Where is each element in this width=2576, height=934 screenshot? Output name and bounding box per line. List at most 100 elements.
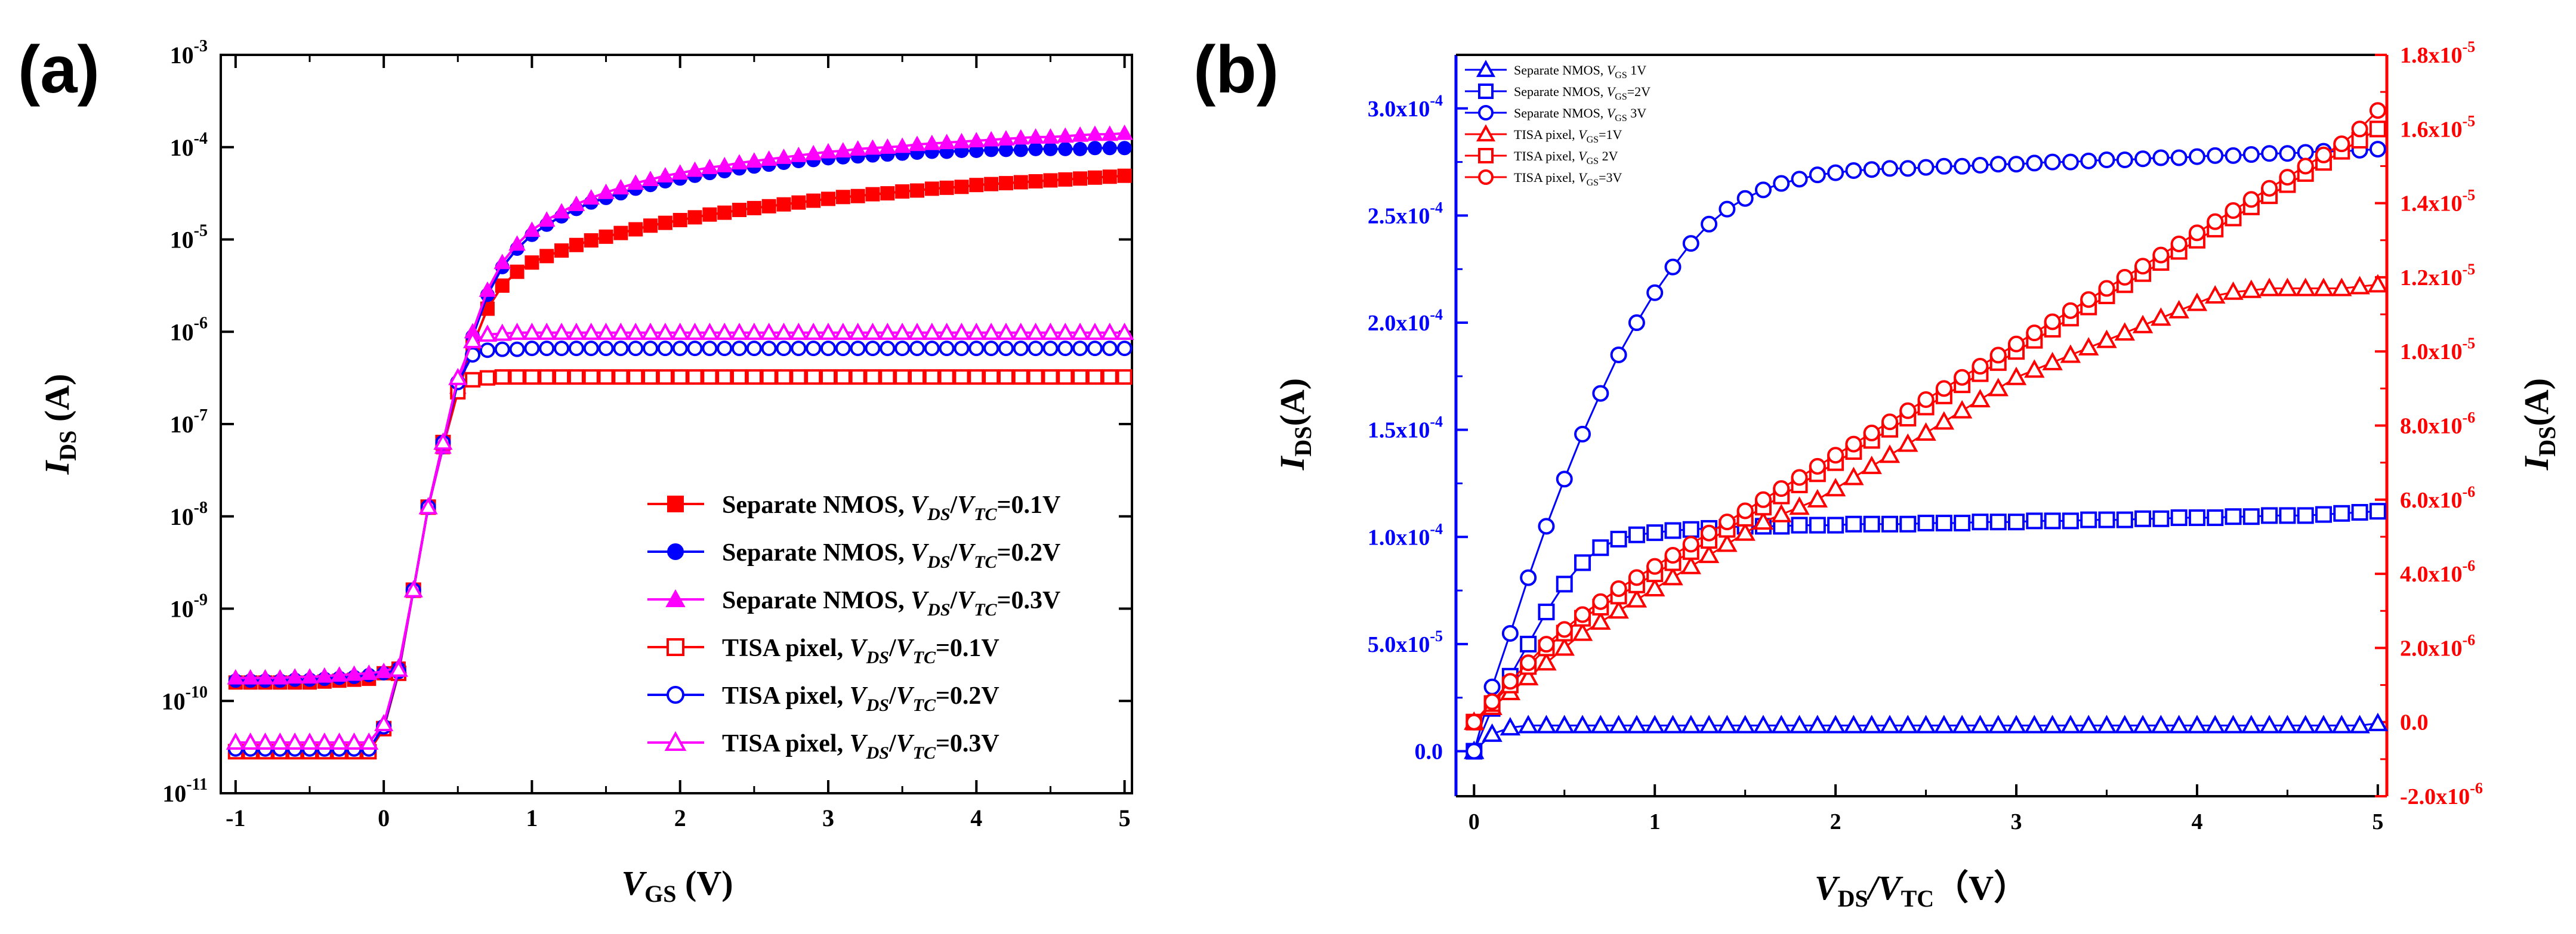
chart-b-point xyxy=(1771,715,1792,734)
chart-a-point xyxy=(643,341,659,357)
chart-a-point xyxy=(967,132,985,148)
chart-a-point xyxy=(539,249,554,264)
chart-b-point xyxy=(1861,715,1882,734)
chart-a-point xyxy=(641,171,659,187)
chart-b-point xyxy=(1935,157,1952,175)
chart-b-point xyxy=(2242,508,2260,525)
chart-b-point xyxy=(1845,515,1862,533)
chart-a-point xyxy=(907,323,927,340)
chart-a-point xyxy=(1117,141,1132,156)
chart-b-point xyxy=(1698,545,1720,564)
chart-a-point xyxy=(524,341,540,357)
chart-a-point xyxy=(1101,125,1119,141)
chart-a-point xyxy=(670,323,690,340)
chart-b-point xyxy=(2008,156,2025,173)
chart-a-point xyxy=(774,323,794,340)
chart-a-point xyxy=(745,152,763,168)
chart-a-point xyxy=(893,323,912,340)
chart-a-point xyxy=(789,323,809,340)
chart-b-point xyxy=(1954,369,1971,386)
chart-b-point xyxy=(1791,517,1808,534)
chart-a-legend-label: TISA pixel, VDS/VTC=0.3V xyxy=(722,730,999,763)
chart-b-xlabel-tail: （V） xyxy=(1934,868,2028,907)
chart-a-point xyxy=(954,180,969,194)
chart-a-point xyxy=(1043,173,1058,188)
chart-b-series-6 xyxy=(1466,102,2386,731)
chart-b-point xyxy=(1915,715,1936,734)
chart-a-point xyxy=(1102,141,1117,156)
chart-a-point xyxy=(835,341,851,357)
chart-b-point xyxy=(1500,717,1521,736)
chart-b-point xyxy=(1646,524,1664,542)
chart-a-point xyxy=(465,372,481,388)
chart-b-legend-label: TISA pixel, VGS=3V xyxy=(1514,170,1622,188)
chart-a-point xyxy=(554,369,570,385)
chart-a-ylabel-sub: DS xyxy=(54,431,81,461)
chart-a-point xyxy=(909,341,925,357)
chart-b-point xyxy=(1572,622,1593,641)
chart-a-point xyxy=(1028,369,1044,385)
chart-a-point xyxy=(1070,323,1090,340)
chart-a-point xyxy=(1013,175,1028,190)
panel-a-label: (a) xyxy=(18,32,100,107)
chart-a-point xyxy=(938,134,955,150)
chart-a-xtick-label: 0 xyxy=(378,805,390,831)
chart-a-point xyxy=(494,341,510,357)
chart-a-point xyxy=(1057,341,1073,357)
chart-a-point xyxy=(672,213,687,228)
chart-b-point xyxy=(2024,359,2045,378)
chart-a-point xyxy=(567,195,585,211)
chart-a-point xyxy=(300,732,320,750)
chart-a-point xyxy=(613,225,628,240)
chart-a-point xyxy=(791,369,807,385)
chart-b-point xyxy=(2333,135,2350,153)
chart-b-point xyxy=(2098,151,2115,169)
chart-a-point xyxy=(791,195,806,210)
chart-a-point xyxy=(510,264,525,279)
chart-b-point xyxy=(2006,366,2027,385)
chart-b-ytick-right-label: 1.8x10-5 xyxy=(2400,38,2475,68)
chart-b-point xyxy=(1483,693,1501,710)
chart-b-point xyxy=(1898,715,1918,734)
chart-b-point xyxy=(1682,521,1699,538)
chart-a-point xyxy=(953,132,970,149)
chart-b-point xyxy=(1646,558,1664,575)
chart-a-point xyxy=(479,281,496,297)
chart-b-point xyxy=(2044,153,2061,171)
chart-b-legend-label: Separate NMOS, VGS 1V xyxy=(1514,63,1646,81)
chart-a-point xyxy=(908,135,926,151)
chart-b-xlabel-sub2: TC xyxy=(1901,885,1935,912)
chart-a-point xyxy=(791,341,807,357)
chart-a-point xyxy=(818,323,838,340)
chart-a-point xyxy=(1102,369,1118,385)
chart-b-point xyxy=(1610,346,1627,363)
chart-a-point xyxy=(316,667,334,683)
chart-a-point xyxy=(1102,169,1117,184)
chart-a-point xyxy=(628,341,644,357)
chart-a-point xyxy=(789,146,807,162)
chart-b-point xyxy=(2132,715,2154,734)
chart-a-series-3 xyxy=(227,124,1133,685)
chart-b-point xyxy=(1536,652,1557,671)
chart-a-point xyxy=(850,341,866,357)
chart-b-ytick-left-label: 3.0x10-4 xyxy=(1368,92,1443,122)
chart-a-point xyxy=(865,187,880,202)
chart-a-point xyxy=(522,323,542,340)
chart-a-point xyxy=(939,369,955,385)
chart-a-point xyxy=(1042,369,1059,385)
chart-b-point xyxy=(2116,268,2133,286)
chart-b-point xyxy=(1809,166,1826,184)
chart-a-point xyxy=(715,156,733,172)
chart-a-point xyxy=(508,235,526,251)
chart-b-ytick-left-label: 1.5x10-4 xyxy=(1368,413,1443,443)
chart-a-xtick-label: 5 xyxy=(1119,805,1131,831)
chart-a-point xyxy=(850,188,865,203)
chart-b-point xyxy=(1881,515,1898,533)
chart-b-legend-label: TISA pixel, VGS=1V xyxy=(1514,127,1622,145)
chart-a-point xyxy=(374,714,394,732)
chart-b-point xyxy=(2114,322,2135,341)
chart-a-point xyxy=(479,342,495,358)
chart-b-point xyxy=(2313,715,2334,734)
chart-b-point xyxy=(1988,715,2009,734)
chart-b-point xyxy=(2241,279,2262,298)
